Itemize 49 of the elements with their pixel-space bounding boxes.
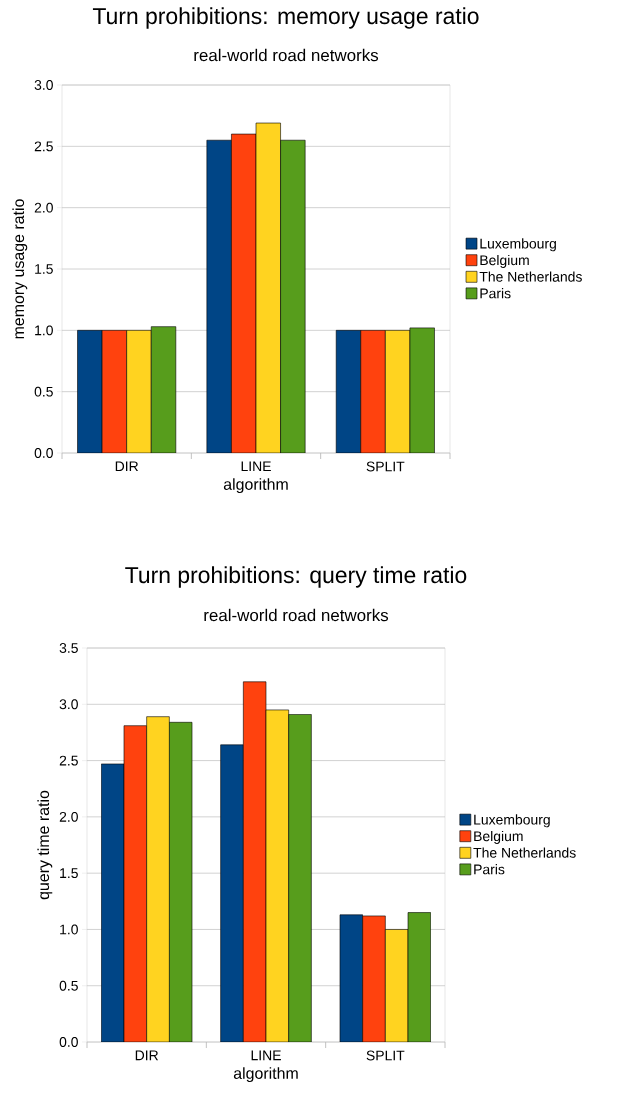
bar	[409, 327, 435, 454]
bar	[102, 330, 127, 454]
legend-label: Belgium	[474, 830, 523, 844]
y-tick-label: 0.5	[34, 386, 53, 397]
x-tick-label: DIR	[135, 1050, 159, 1061]
bar	[206, 140, 232, 454]
bar	[151, 326, 176, 454]
x-tick-label: SPLIT	[366, 461, 405, 472]
chart-subtitle: real-world road networks	[204, 608, 389, 622]
x-tick-label: LINE	[251, 1050, 281, 1061]
y-tick-label: 2.5	[59, 755, 78, 766]
bar	[126, 330, 152, 454]
y-tick-label: 0.0	[59, 1037, 78, 1047]
bar	[335, 330, 362, 454]
bar	[256, 123, 281, 454]
chart-title: Turn prohibitions: memory usage ratio	[92, 7, 479, 29]
legend-label: Belgium	[480, 254, 529, 268]
y-tick-label: 1.0	[60, 924, 78, 935]
legend-label: The Netherlands	[473, 847, 576, 858]
x-axis-title: algorithm	[233, 1067, 298, 1083]
y-tick-label: 0.5	[59, 980, 78, 991]
x-tick-label: DIR	[115, 461, 139, 472]
bar	[77, 330, 103, 454]
y-tick-label: 1.5	[35, 264, 53, 274]
legend-label: Paris	[480, 288, 511, 299]
x-tick-label: SPLIT	[366, 1050, 405, 1061]
chart-subtitle: real-world road networks	[194, 48, 379, 62]
bar	[360, 330, 386, 454]
chart-title: Turn prohibitions: query time ratio	[125, 566, 467, 588]
bar	[231, 134, 256, 454]
y-axis-title: query time ratio	[37, 790, 53, 900]
y-tick-label: 3.0	[59, 699, 78, 710]
legend-label: Paris	[474, 864, 505, 875]
legend-label: Luxembourg	[480, 238, 556, 252]
bar	[385, 330, 411, 454]
y-tick-label: 1.5	[60, 868, 78, 879]
legend-label: The Netherlands	[479, 271, 582, 282]
x-axis-title: algorithm	[223, 478, 288, 494]
y-tick-label: 3.5	[59, 643, 78, 653]
y-tick-label: 3.0	[34, 80, 53, 90]
legend-label: Luxembourg	[474, 814, 550, 828]
y-axis-title: memory usage ratio	[12, 199, 28, 339]
y-tick-label: 2.0	[59, 811, 78, 822]
bar	[280, 140, 306, 454]
y-tick-label: 1.0	[35, 325, 53, 336]
y-tick-label: 0.0	[34, 448, 53, 458]
x-tick-label: LINE	[241, 461, 271, 472]
y-tick-label: 2.0	[34, 202, 53, 213]
y-tick-label: 2.5	[34, 141, 53, 152]
